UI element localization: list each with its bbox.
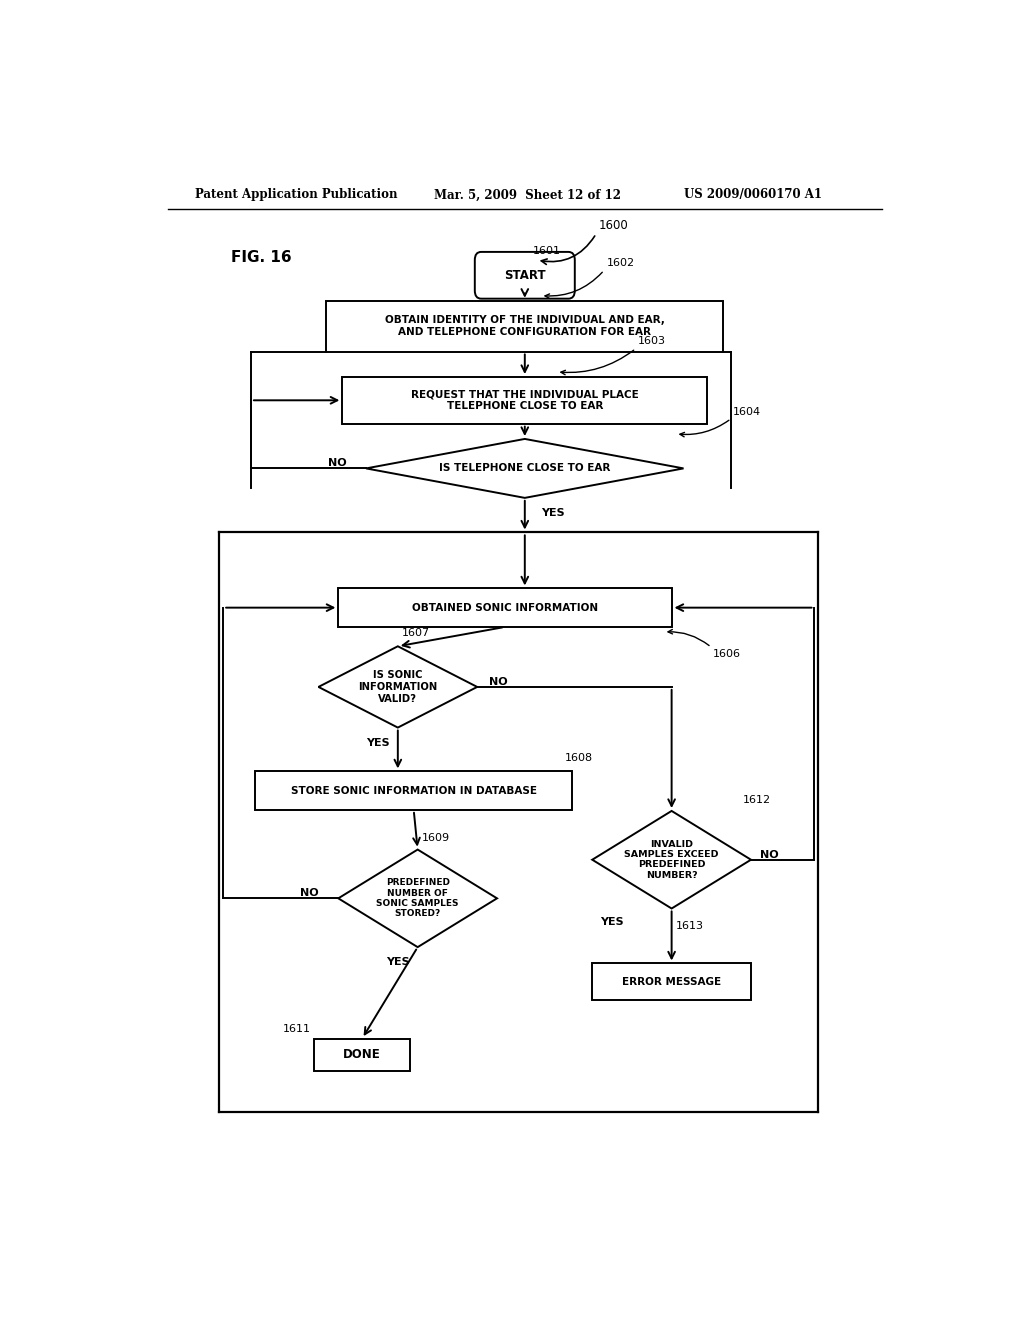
Text: ERROR MESSAGE: ERROR MESSAGE bbox=[622, 977, 721, 986]
Text: YES: YES bbox=[541, 508, 564, 517]
Bar bbox=[338, 589, 672, 627]
Text: YES: YES bbox=[367, 738, 390, 747]
Text: 1603: 1603 bbox=[638, 337, 667, 346]
Text: YES: YES bbox=[600, 916, 624, 927]
Bar bbox=[342, 378, 708, 424]
Text: Patent Application Publication: Patent Application Publication bbox=[196, 189, 398, 202]
Bar bbox=[255, 771, 572, 810]
Text: DONE: DONE bbox=[343, 1048, 381, 1061]
Text: 1604: 1604 bbox=[733, 407, 761, 417]
Text: PREDEFINED
NUMBER OF
SONIC SAMPLES
STORED?: PREDEFINED NUMBER OF SONIC SAMPLES STORE… bbox=[377, 878, 459, 919]
Text: START: START bbox=[504, 269, 546, 281]
Bar bbox=[327, 301, 723, 351]
Text: REQUEST THAT THE INDIVIDUAL PLACE
TELEPHONE CLOSE TO EAR: REQUEST THAT THE INDIVIDUAL PLACE TELEPH… bbox=[411, 389, 639, 411]
Text: Mar. 5, 2009  Sheet 12 of 12: Mar. 5, 2009 Sheet 12 of 12 bbox=[433, 189, 621, 202]
Text: 1613: 1613 bbox=[676, 921, 703, 931]
Text: NO: NO bbox=[300, 888, 318, 898]
Text: 1611: 1611 bbox=[283, 1023, 310, 1034]
Text: 1609: 1609 bbox=[422, 833, 450, 843]
Text: 1606: 1606 bbox=[713, 649, 741, 659]
Text: 1607: 1607 bbox=[401, 628, 430, 638]
Text: NO: NO bbox=[328, 458, 346, 469]
Text: IS TELEPHONE CLOSE TO EAR: IS TELEPHONE CLOSE TO EAR bbox=[439, 463, 610, 474]
Text: NO: NO bbox=[489, 677, 508, 686]
Text: STORE SONIC INFORMATION IN DATABASE: STORE SONIC INFORMATION IN DATABASE bbox=[291, 785, 537, 796]
Bar bbox=[592, 964, 751, 1001]
Text: OBTAINED SONIC INFORMATION: OBTAINED SONIC INFORMATION bbox=[412, 603, 598, 612]
Text: 1608: 1608 bbox=[564, 754, 593, 763]
Text: FIG. 16: FIG. 16 bbox=[231, 249, 292, 265]
Text: IS SONIC
INFORMATION
VALID?: IS SONIC INFORMATION VALID? bbox=[358, 671, 437, 704]
Text: 1600: 1600 bbox=[599, 219, 629, 231]
Text: US 2009/0060170 A1: US 2009/0060170 A1 bbox=[684, 189, 821, 202]
Text: INVALID
SAMPLES EXCEED
PREDEFINED
NUMBER?: INVALID SAMPLES EXCEED PREDEFINED NUMBER… bbox=[625, 840, 719, 880]
Text: OBTAIN IDENTITY OF THE INDIVIDUAL AND EAR,
AND TELEPHONE CONFIGURATION FOR EAR: OBTAIN IDENTITY OF THE INDIVIDUAL AND EA… bbox=[385, 315, 665, 337]
Text: 1612: 1612 bbox=[743, 795, 771, 805]
Text: 1601: 1601 bbox=[532, 246, 561, 256]
Bar bbox=[314, 1039, 410, 1071]
Text: NO: NO bbox=[761, 850, 779, 859]
Text: 1602: 1602 bbox=[606, 259, 635, 268]
Text: YES: YES bbox=[386, 957, 410, 968]
